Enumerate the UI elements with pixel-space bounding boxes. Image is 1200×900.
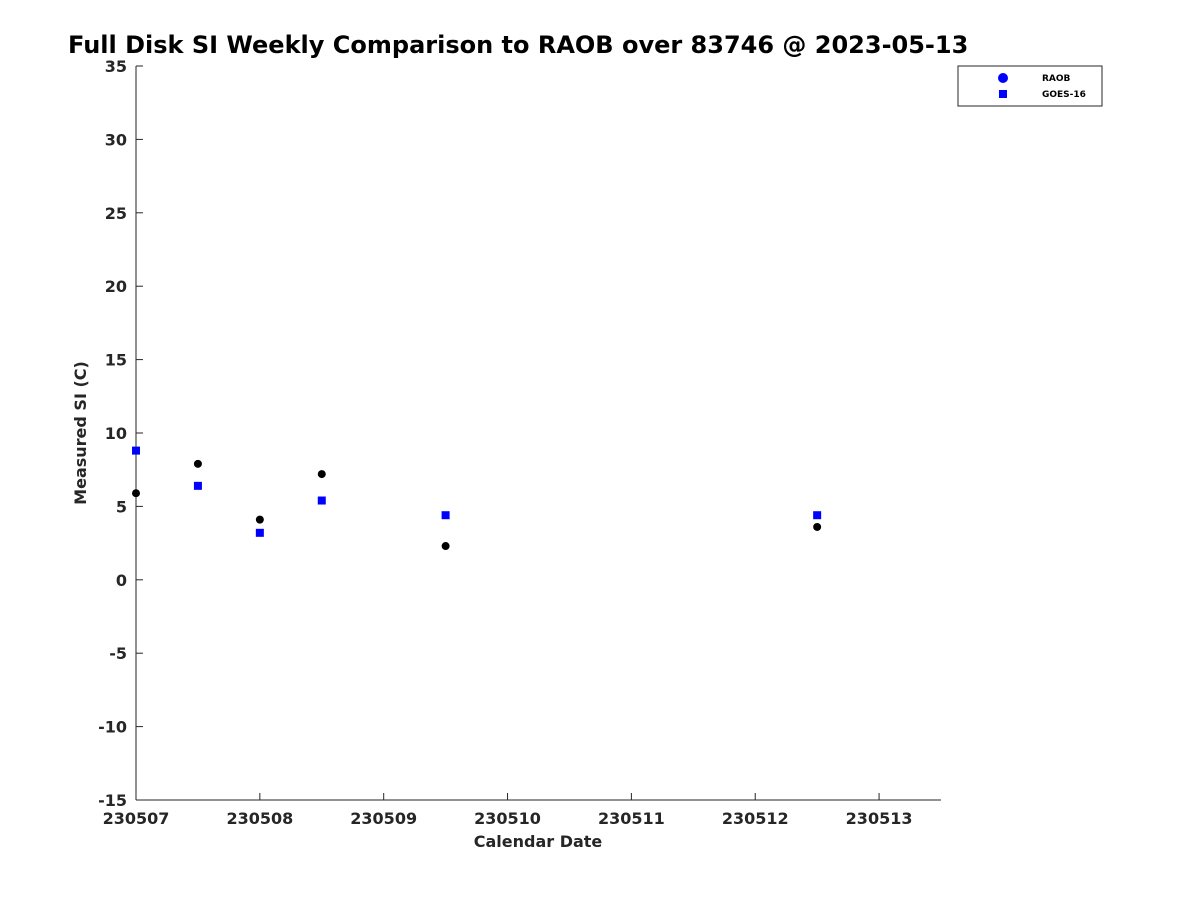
data-points bbox=[132, 446, 822, 551]
y-tick-label: 20 bbox=[105, 277, 127, 296]
y-tick-label: -10 bbox=[98, 718, 127, 737]
x-tick-label: 230508 bbox=[226, 809, 293, 828]
legend-marker-raob bbox=[998, 73, 1008, 83]
goes16-point bbox=[813, 511, 822, 520]
y-tick-label: 30 bbox=[105, 130, 127, 149]
goes16-point bbox=[255, 528, 264, 537]
goes16-point bbox=[132, 446, 140, 455]
y-tick-label: 0 bbox=[116, 571, 127, 590]
legend-marker-goes16 bbox=[999, 90, 1007, 98]
y-tick-label: -5 bbox=[109, 644, 127, 663]
x-axis-label: Calendar Date bbox=[474, 832, 603, 851]
axes bbox=[135, 66, 941, 801]
y-axis-label: Measured SI (C) bbox=[71, 361, 90, 505]
goes16-point bbox=[193, 481, 202, 490]
raob-point bbox=[317, 470, 326, 479]
x-tick-label: 230513 bbox=[846, 809, 913, 828]
legend-label: GOES-16 bbox=[1042, 90, 1086, 100]
legend-box bbox=[957, 65, 1103, 107]
goes16-point bbox=[441, 511, 450, 520]
y-tick-label: 5 bbox=[116, 497, 127, 516]
raob-point bbox=[132, 489, 140, 498]
y-tick-label: 35 bbox=[105, 57, 127, 76]
x-tick-label: 230512 bbox=[722, 809, 789, 828]
x-tick-label: 230510 bbox=[474, 809, 541, 828]
y-tick-label: 15 bbox=[105, 351, 127, 370]
legend: RAOB GOES-16 bbox=[957, 65, 1103, 107]
raob-point bbox=[255, 515, 264, 524]
raob-point bbox=[193, 459, 202, 468]
x-tick-label: 230511 bbox=[598, 809, 665, 828]
x-ticks: 230507 230508 230509 230510 230511 230512 2305… bbox=[103, 793, 913, 828]
y-ticks: 35 30 25 20 15 10 5 0 -5 -10 -15 bbox=[98, 57, 143, 810]
y-tick-label: -15 bbox=[98, 791, 127, 810]
goes16-point bbox=[317, 496, 326, 505]
raob-point bbox=[813, 522, 822, 531]
legend-label: RAOB bbox=[1042, 74, 1071, 84]
raob-point bbox=[441, 542, 450, 551]
x-tick-label: 230509 bbox=[350, 809, 417, 828]
y-tick-label: 10 bbox=[105, 424, 127, 443]
chart-title: Full Disk SI Weekly Comparison to RAOB o… bbox=[68, 31, 968, 59]
x-tick-label: 230507 bbox=[103, 809, 170, 828]
y-tick-label: 25 bbox=[105, 204, 127, 223]
